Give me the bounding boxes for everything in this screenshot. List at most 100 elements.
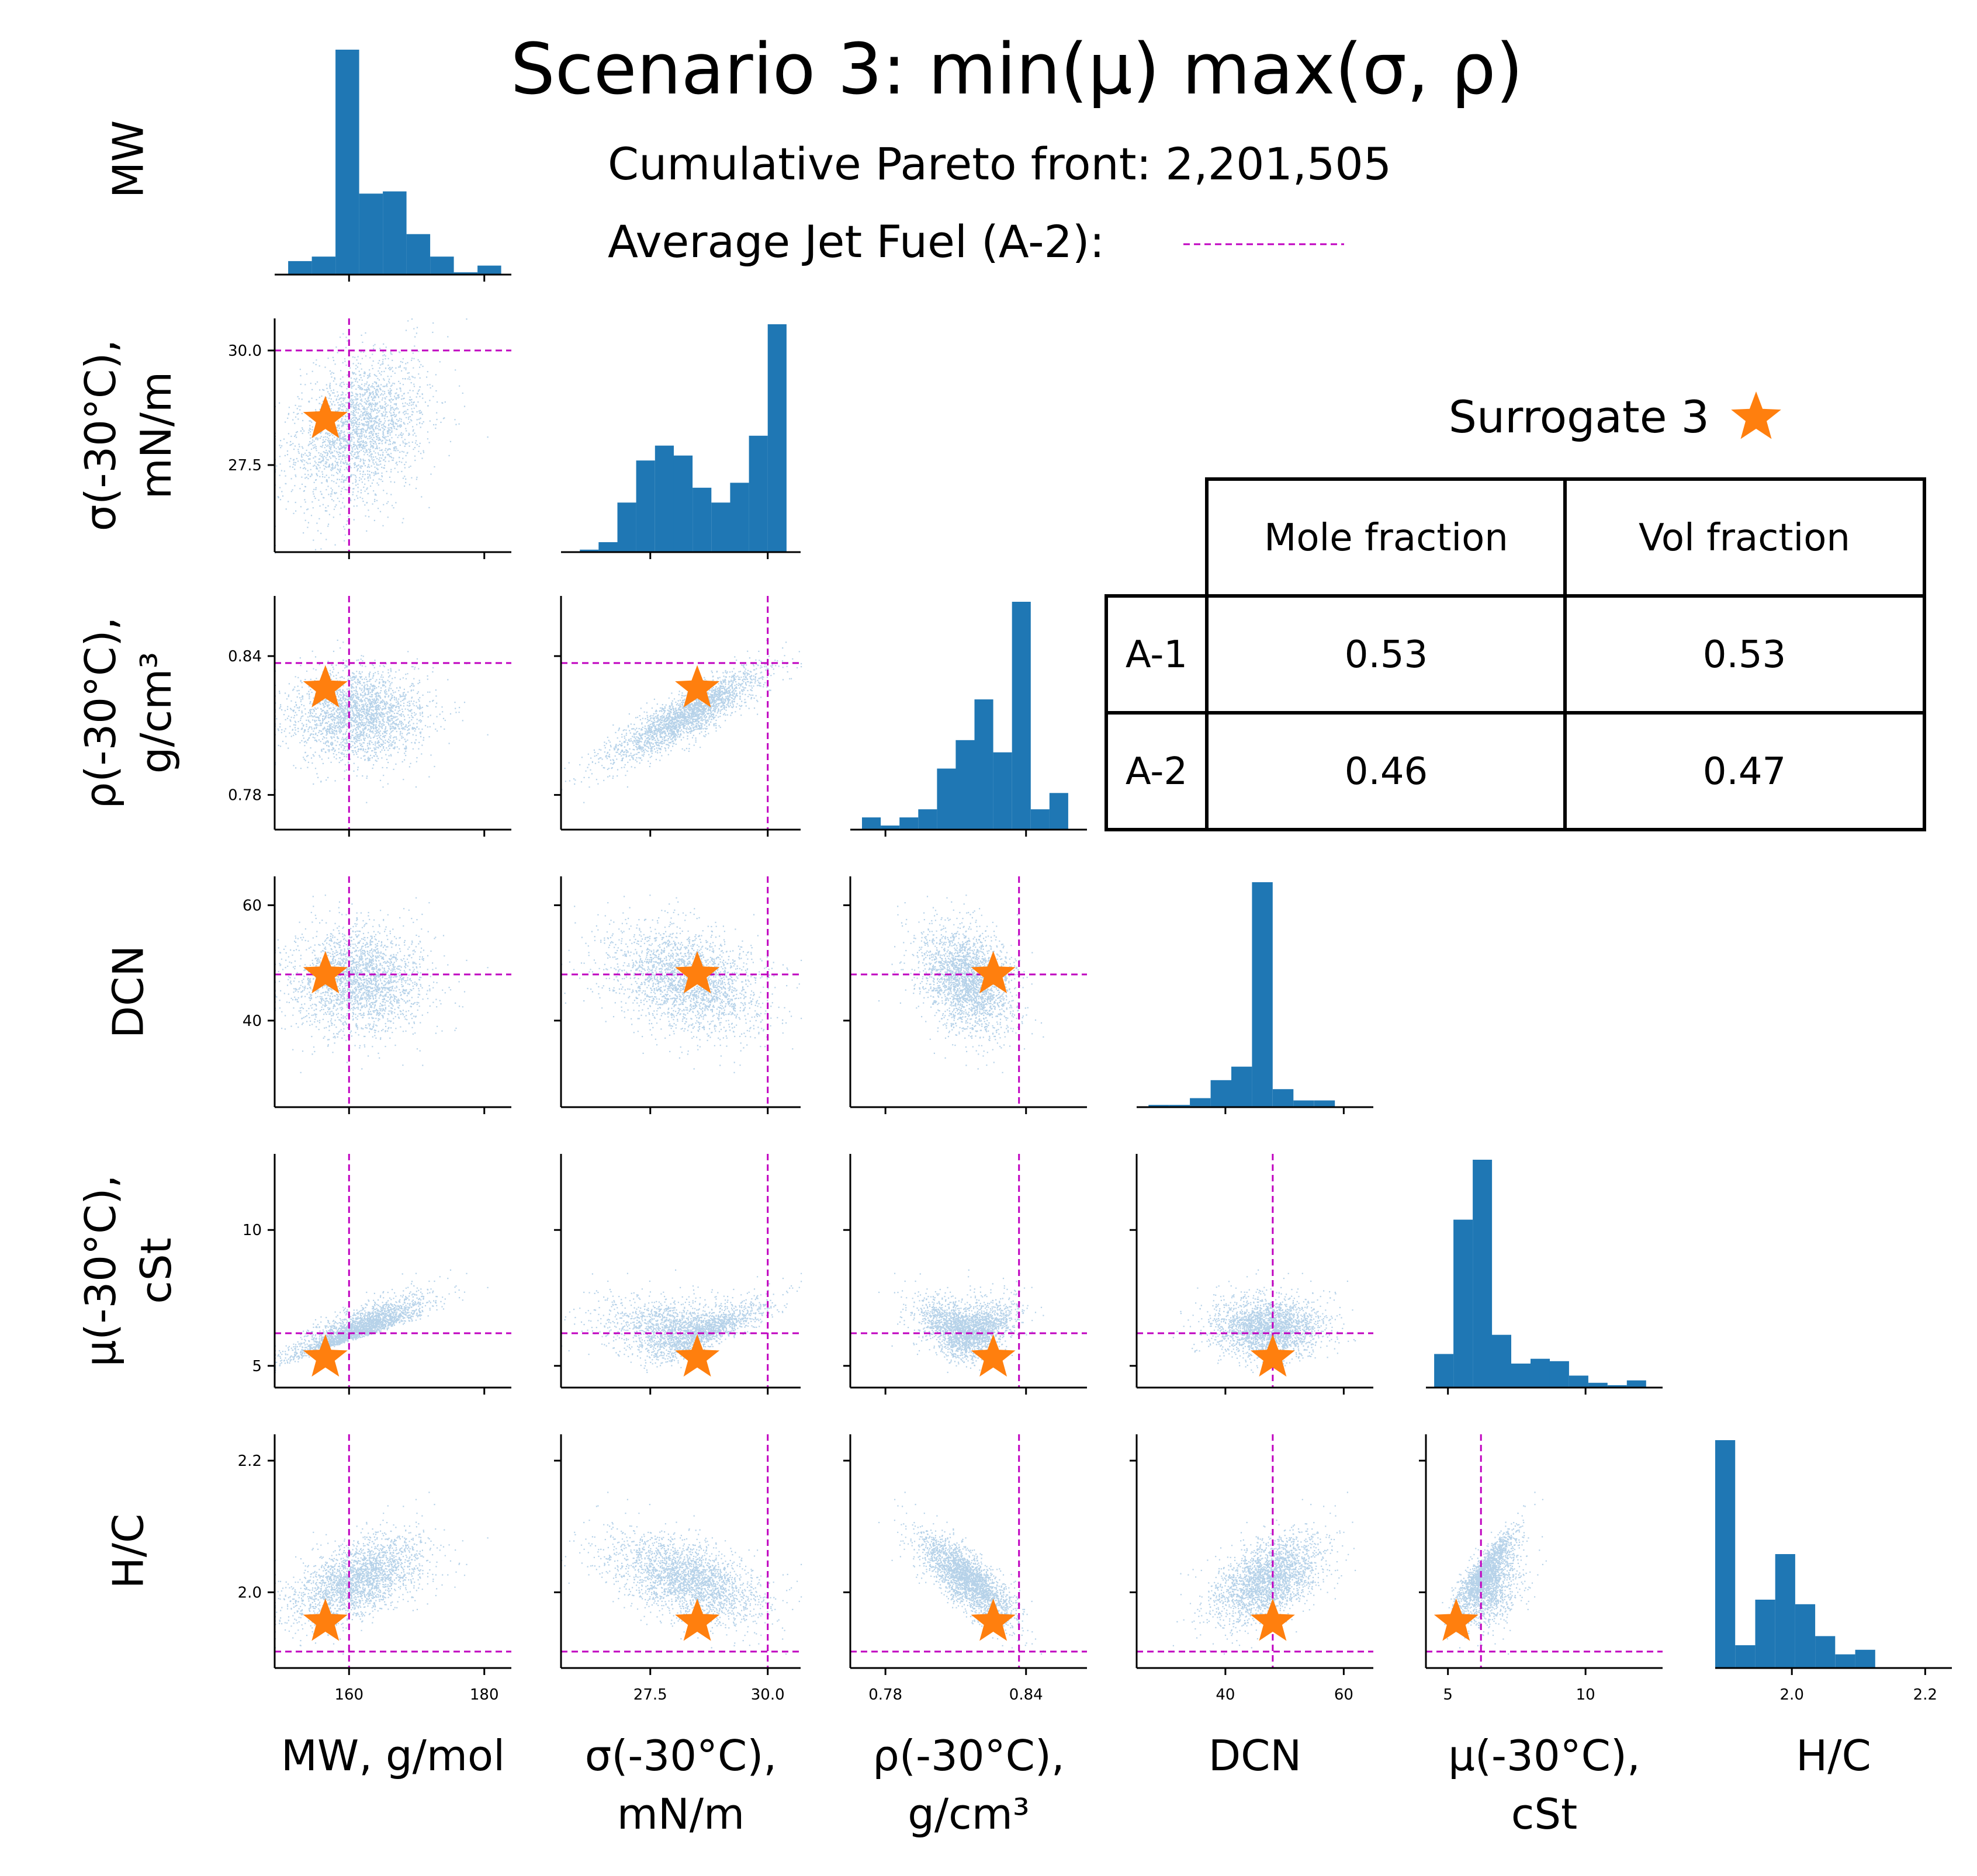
column-label: σ(-30°C),: [585, 1731, 777, 1780]
x-tick-label: 30.0: [751, 1686, 785, 1704]
row-label: mN/m: [131, 372, 181, 499]
composition-table: Mole fraction Vol fraction A-1 0.53 0.53…: [1105, 477, 1926, 831]
column-label: H/C: [1796, 1731, 1871, 1780]
column-label: DCN: [1209, 1731, 1302, 1780]
column-label: μ(-30°C),: [1448, 1731, 1640, 1780]
y-tick-label: 0.84: [228, 648, 262, 665]
row-label: μ(-30°C),: [76, 1175, 125, 1367]
table-cell-mole: 0.46: [1345, 750, 1428, 793]
scatter-points: [1442, 1492, 1547, 1655]
column-label: mN/m: [617, 1790, 745, 1839]
surrogate-star: [303, 1334, 348, 1377]
histogram-bar: [580, 549, 599, 552]
histograms: [288, 50, 1875, 1668]
scatter-points: [561, 894, 802, 1073]
scatter-points: [1172, 1492, 1356, 1655]
histogram-bar: [1735, 1645, 1756, 1668]
axis-labels: MWσ(-30°C), mN/mρ(-30°C), g/cm³DCNμ(-30°C)…: [76, 120, 1871, 1839]
surrogate-star: [303, 665, 348, 708]
scatter-cloud: [1442, 1492, 1547, 1655]
histogram-bar: [477, 265, 501, 275]
chart-title: Scenario 3: min(μ) max(σ, ρ): [511, 29, 1524, 110]
histogram-bar: [1626, 1380, 1646, 1388]
histogram-bar: [673, 455, 693, 552]
scatter-points: [275, 1492, 489, 1655]
scatter-cloud: [561, 1269, 802, 1374]
scatter-points: [275, 894, 489, 1073]
table-cell-vol: 0.53: [1703, 633, 1786, 677]
surrogate-star: [303, 1598, 348, 1641]
histogram-bar: [1314, 1100, 1335, 1107]
table-cell-vol: 0.47: [1703, 750, 1786, 793]
scatter-cloud: [878, 1269, 1044, 1374]
axes: 27.5 30.0 0.78 0.84 40 60 5 10 2.0 2.2 160 180 27.5 3…: [228, 273, 1952, 1704]
scatter-cloud: [275, 1269, 489, 1374]
scatter-points: [275, 318, 489, 554]
histogram-bar: [1030, 809, 1050, 830]
x-tick-label: 40: [1216, 1686, 1235, 1704]
surrogate-star: [675, 1598, 720, 1641]
histogram-bar: [1190, 1098, 1211, 1107]
scatter-points: [561, 1269, 802, 1374]
row-label: DCN: [104, 945, 153, 1039]
scatter-cloud: [561, 639, 802, 803]
histogram-bar: [359, 193, 383, 275]
row-label: H/C: [104, 1514, 153, 1589]
scatter-cloud: [275, 318, 489, 554]
surrogate-stars: [303, 396, 1479, 1641]
histogram-bar: [730, 483, 749, 552]
table-header-mole: Mole fraction: [1264, 516, 1508, 560]
histogram-bar: [655, 445, 674, 552]
histogram-bar: [993, 752, 1012, 830]
scatter-cloud: [275, 1492, 489, 1655]
histogram-bar: [1815, 1636, 1836, 1668]
scatter-points: [878, 1269, 1044, 1374]
row-label: cSt: [131, 1237, 181, 1304]
x-tick-label: 27.5: [633, 1686, 667, 1704]
scatter-cloud: [1172, 1269, 1356, 1374]
row-label: g/cm³: [131, 652, 181, 774]
histogram-bar: [598, 542, 618, 552]
scatter-cloud: [878, 1492, 1044, 1655]
table-header-vol: Vol fraction: [1639, 516, 1850, 560]
histogram-bar: [406, 234, 431, 275]
surrogate-star: [675, 951, 720, 994]
y-tick-label: 30.0: [228, 342, 262, 360]
table-row-name: A-2: [1126, 750, 1187, 793]
x-tick-label: 10: [1576, 1686, 1595, 1704]
surrogate-star: [971, 1598, 1016, 1641]
scatter-points: [561, 1492, 802, 1655]
y-tick-label: 40: [243, 1012, 262, 1030]
scatter-cloud: [561, 1492, 802, 1655]
surrogate-legend-label: Surrogate 3: [1449, 391, 1709, 443]
column-label: ρ(-30°C),: [872, 1731, 1065, 1780]
histogram-bar: [1049, 793, 1068, 830]
histogram-bar: [1855, 1649, 1875, 1668]
histogram-bar: [881, 826, 900, 830]
histogram-bar: [1148, 1105, 1169, 1108]
y-tick-label: 2.2: [238, 1452, 262, 1470]
histogram-bar: [1715, 1440, 1736, 1668]
histogram-bar: [918, 809, 937, 830]
x-tick-label: 160: [334, 1686, 363, 1704]
histogram-bar: [1012, 602, 1031, 830]
y-tick-label: 10: [243, 1222, 262, 1239]
histogram-bar: [1531, 1358, 1550, 1388]
histogram-bar: [1835, 1654, 1855, 1668]
scatter-cloud: [275, 639, 489, 803]
scatter-cloud: [561, 894, 802, 1073]
histogram-bar: [749, 435, 768, 552]
histogram-bar: [711, 502, 730, 552]
histogram-bar: [288, 261, 312, 275]
surrogate-legend-star: [1731, 391, 1781, 439]
surrogate-star: [1250, 1334, 1295, 1377]
surrogate-star: [1250, 1598, 1295, 1641]
histogram-bar: [1453, 1219, 1473, 1388]
histogram-bar: [1492, 1334, 1511, 1388]
histogram-bar: [1434, 1354, 1454, 1388]
column-label: MW, g/mol: [281, 1731, 505, 1780]
histogram-bar: [636, 460, 655, 552]
histogram-bar: [937, 768, 956, 830]
histogram-bar: [767, 324, 787, 552]
scatter-points: [275, 1269, 489, 1374]
